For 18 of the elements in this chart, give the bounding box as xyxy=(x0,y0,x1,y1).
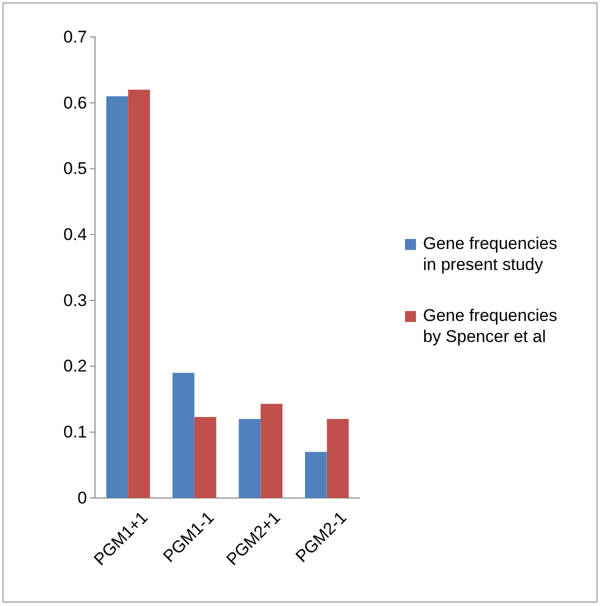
y-tick-label: 0.1 xyxy=(63,422,87,442)
bar xyxy=(305,452,327,498)
y-tick-label: 0.4 xyxy=(63,225,87,244)
y-tick-label: 0 xyxy=(78,488,87,508)
bar xyxy=(326,418,349,498)
y-tick-label: 0.2 xyxy=(63,356,87,376)
bar xyxy=(260,404,282,498)
bar xyxy=(238,418,261,498)
bar xyxy=(172,372,194,498)
legend-label: Gene frequencies in present study xyxy=(423,234,558,274)
y-tick-label: 0.7 xyxy=(63,27,87,46)
y-tick-label: 0.3 xyxy=(63,290,87,310)
legend-label: Gene frequencies by Spencer et al xyxy=(423,306,558,346)
y-tick-label: 0.5 xyxy=(63,159,87,178)
bar xyxy=(128,90,150,498)
bar xyxy=(106,96,128,498)
bar xyxy=(194,416,216,498)
y-tick-label: 0.6 xyxy=(63,93,87,112)
